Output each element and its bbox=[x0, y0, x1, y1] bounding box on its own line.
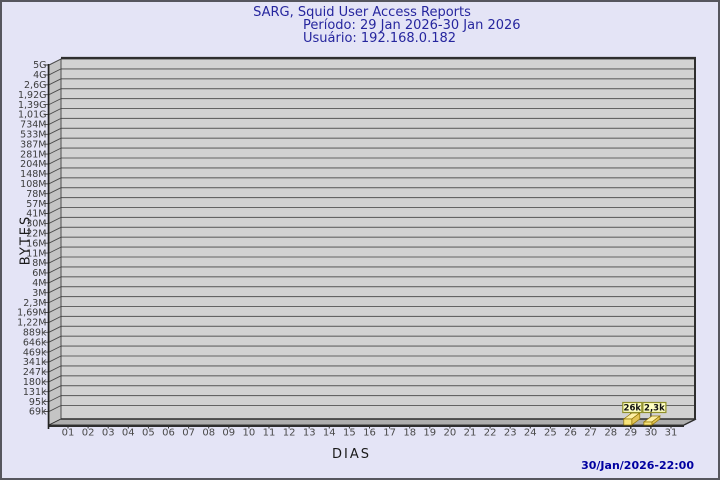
x-axis-tick-label: 09 bbox=[222, 428, 235, 439]
x-axis-tick-label: 19 bbox=[423, 428, 436, 439]
x-axis-tick-label: 10 bbox=[243, 428, 256, 439]
y-axis-tick-label: 1,01G bbox=[18, 110, 47, 121]
x-axis-tick-label: 22 bbox=[484, 428, 497, 439]
y-axis-tick-label: 4M bbox=[32, 278, 46, 289]
generated-timestamp: 30/Jan/2026-22:00 bbox=[581, 459, 694, 472]
y-axis-tick-label: 4G bbox=[33, 70, 46, 81]
x-axis-tick-label: 11 bbox=[263, 428, 276, 439]
y-axis-tick-label: 1,92G bbox=[18, 90, 47, 101]
y-axis-tick-label: 108M bbox=[20, 179, 46, 190]
bar-value-label: 2,3k bbox=[644, 404, 665, 414]
x-axis-tick-label: 03 bbox=[102, 428, 115, 439]
y-axis-tick-label: 281M bbox=[20, 149, 46, 160]
y-axis-tick-label: 6M bbox=[32, 268, 46, 279]
chart-user: Usuário: 192.168.0.182 bbox=[303, 31, 457, 46]
y-axis-tick-label: 22M bbox=[26, 229, 46, 240]
bar-day-30: 2,3k bbox=[642, 401, 667, 429]
y-axis-tick-label: 11M bbox=[26, 248, 46, 259]
y-axis-tick-label: 95k bbox=[29, 397, 47, 408]
x-axis-tick-label: 23 bbox=[504, 428, 517, 439]
bar-value-callout bbox=[642, 401, 667, 414]
y-axis-tick-label: 247k bbox=[23, 367, 47, 378]
plot-frame bbox=[47, 56, 697, 429]
y-axis-tick-label: 646k bbox=[23, 337, 47, 348]
bar-value-label: 26k bbox=[624, 404, 642, 414]
y-axis-tick-label: 1,69M bbox=[17, 308, 46, 319]
x-axis-tick-label: 18 bbox=[403, 428, 416, 439]
y-axis-tick-label: 8M bbox=[32, 258, 46, 269]
y-axis-tick-label: 387M bbox=[20, 139, 46, 150]
x-axis-tick-label: 24 bbox=[524, 428, 537, 439]
x-axis-tick-label: 08 bbox=[202, 428, 215, 439]
x-axis-tick-label: 16 bbox=[363, 428, 376, 439]
x-axis-tick-label: 05 bbox=[142, 428, 155, 439]
y-axis-tick-label: 78M bbox=[26, 189, 46, 200]
x-axis-tick-label: 15 bbox=[343, 428, 356, 439]
y-axis-tick-label: 1,22M bbox=[17, 318, 46, 329]
x-axis-tick-label: 01 bbox=[62, 428, 75, 439]
bars: 26k 2,3k bbox=[622, 401, 667, 429]
x-axis-tick-label: 26 bbox=[564, 428, 577, 439]
x-axis-tick-label: 31 bbox=[665, 428, 678, 439]
x-axis-tick-label: 25 bbox=[544, 428, 557, 439]
y-axis-tick-label: 148M bbox=[20, 169, 46, 180]
y-axis-tick-label: 2,6G bbox=[24, 80, 46, 91]
y-axis-tick-label: 16M bbox=[26, 238, 46, 249]
x-axis-tick-label: 27 bbox=[584, 428, 597, 439]
x-axis-tick-label: 04 bbox=[122, 428, 135, 439]
chart-title: SARG, Squid User Access Reports bbox=[253, 5, 471, 20]
x-axis-tick-label: 14 bbox=[323, 428, 336, 439]
y-axis-tick-label: 2,3M bbox=[23, 298, 46, 309]
x-axis: 01 02 03 04 05 06 07 08 09 10 11 12 13 14 15 16 17 18 19 20… bbox=[62, 425, 678, 439]
x-axis-tick-label: 20 bbox=[444, 428, 457, 439]
y-axis: 5G4G2,6G1,92G1,39G1,01G734M533M387M281M2… bbox=[17, 58, 62, 418]
y-axis-tick-label: 41M bbox=[26, 209, 46, 220]
x-axis-title: DIAS bbox=[332, 447, 371, 462]
y-axis-tick-label: 69k bbox=[29, 407, 47, 418]
x-axis-tick-label: 30 bbox=[645, 428, 658, 439]
y-axis-tick-label: 131k bbox=[23, 387, 47, 398]
plot-floor bbox=[48, 418, 697, 426]
x-axis-tick-label: 21 bbox=[464, 428, 477, 439]
y-axis-tick-label: 469k bbox=[23, 347, 47, 358]
y-axis-tick-label: 1,39G bbox=[18, 100, 47, 111]
y-axis-tick-label: 533M bbox=[20, 130, 46, 141]
x-axis-tick-label: 12 bbox=[283, 428, 296, 439]
plot-back-wall bbox=[61, 57, 696, 419]
y-axis-tick-label: 180k bbox=[23, 377, 47, 388]
x-axis-tick-label: 17 bbox=[383, 428, 396, 439]
y-axis-tick-label: 5G bbox=[33, 60, 46, 71]
y-axis-tick-label: 341k bbox=[23, 357, 47, 368]
x-axis-tick-label: 28 bbox=[604, 428, 617, 439]
x-axis-tick-label: 13 bbox=[303, 428, 316, 439]
bar-day-29: 26k bbox=[622, 401, 643, 429]
x-axis-tick-label: 29 bbox=[624, 428, 637, 439]
x-axis-tick-label: 07 bbox=[182, 428, 195, 439]
y-axis-tick-label: 57M bbox=[26, 199, 46, 210]
y-axis-tick-label: 734M bbox=[20, 120, 46, 131]
y-axis-tick-label: 3M bbox=[32, 288, 46, 299]
x-axis-tick-label: 02 bbox=[82, 428, 95, 439]
y-axis-tick-label: 204M bbox=[20, 159, 46, 170]
y-axis-title: BYTES bbox=[18, 214, 34, 266]
chart-period: Período: 29 Jan 2026-30 Jan 2026 bbox=[303, 18, 521, 33]
bar-value-callout bbox=[622, 401, 643, 414]
x-axis-tick-label: 06 bbox=[162, 428, 175, 439]
grid-lines bbox=[61, 58, 696, 407]
y-axis-tick-label: 889k bbox=[23, 328, 47, 339]
y-axis-tick-label: 30M bbox=[26, 219, 46, 230]
